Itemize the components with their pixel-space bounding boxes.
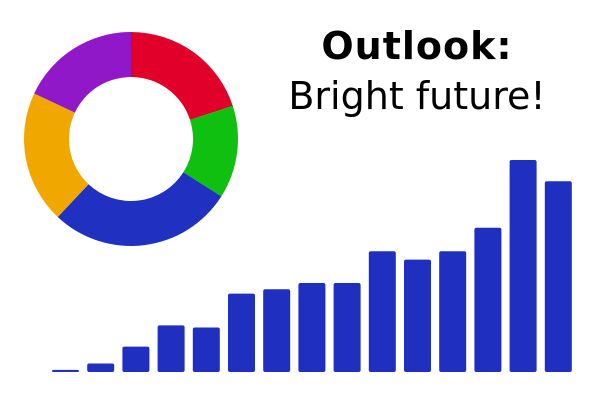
donut-slice-1 [131,32,233,120]
bar-7 [263,289,291,372]
bar-3 [122,346,150,372]
bar-14 [509,160,537,372]
bar-8 [298,283,326,372]
donut-slice-3 [57,172,222,246]
donut-slice-5 [34,31,132,113]
bar-2 [87,363,115,372]
bar-1 [52,369,79,372]
bar-9 [333,283,361,372]
headline-title: Outlook: [321,24,513,68]
bar-13 [474,227,502,372]
bar-15 [544,181,572,372]
bar-11 [404,259,431,372]
bar-4 [157,325,185,372]
bar-5 [192,327,220,372]
donut-slice-4 [23,93,89,217]
bar-10 [368,251,396,372]
bar-chart [52,160,572,372]
headline: Outlook: Bright future! [262,22,572,120]
headline-subtitle: Bright future! [288,74,546,118]
bar-6 [228,293,255,372]
donut-slice-2 [183,105,238,197]
donut-chart [23,31,238,246]
bar-12 [439,251,467,372]
